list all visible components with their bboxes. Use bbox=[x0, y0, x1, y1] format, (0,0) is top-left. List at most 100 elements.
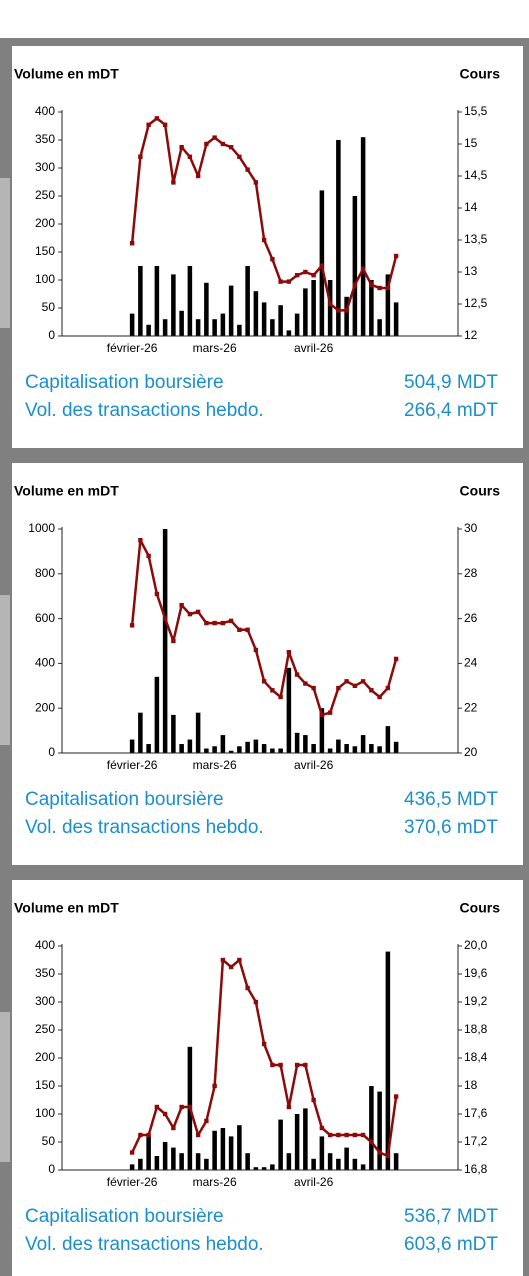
volume-bar bbox=[237, 746, 242, 753]
volume-bar bbox=[360, 137, 366, 336]
price-marker bbox=[385, 1153, 391, 1159]
volume-bar bbox=[303, 735, 308, 753]
volume-bar bbox=[253, 1167, 259, 1170]
price-marker bbox=[319, 712, 325, 718]
volume-bar bbox=[220, 1128, 226, 1170]
price-marker bbox=[294, 672, 300, 677]
y2-tick-label: 18,4 bbox=[464, 1050, 488, 1064]
y2-tick-label: 17,2 bbox=[464, 1134, 488, 1148]
price-marker bbox=[393, 253, 399, 259]
y-tick-label: 350 bbox=[35, 132, 55, 146]
x-tick-label: février-26 bbox=[107, 1175, 158, 1189]
y-axis-title: Volume en mDT bbox=[14, 900, 119, 916]
price-marker bbox=[228, 145, 234, 150]
y2-tick-label: 26 bbox=[464, 611, 478, 625]
volume-bar bbox=[352, 746, 358, 753]
stat-label: Capitalisation boursière bbox=[25, 789, 224, 810]
price-marker bbox=[327, 1132, 333, 1138]
price-marker bbox=[220, 620, 226, 626]
volume-bar bbox=[286, 330, 292, 336]
price-marker bbox=[195, 609, 201, 615]
volume-bar bbox=[228, 750, 234, 753]
price-marker bbox=[286, 279, 292, 284]
volume-bar bbox=[377, 1091, 382, 1170]
price-marker bbox=[352, 1132, 358, 1138]
price-marker bbox=[253, 180, 259, 185]
price-marker bbox=[187, 1104, 193, 1110]
left-strip bbox=[0, 178, 10, 328]
stat-value: 370,6 mDT bbox=[404, 817, 498, 838]
price-marker bbox=[261, 1041, 267, 1047]
y2-tick-label: 18 bbox=[464, 1078, 478, 1092]
y2-tick-label: 13 bbox=[464, 264, 478, 278]
y-tick-label: 300 bbox=[35, 994, 55, 1008]
stat-label: Vol. des transactions hebdo. bbox=[25, 817, 264, 838]
volume-bar bbox=[303, 1108, 308, 1170]
volume-bar bbox=[237, 1125, 242, 1170]
price-marker bbox=[146, 553, 151, 559]
volume-bar bbox=[369, 744, 374, 753]
price-marker bbox=[162, 122, 168, 127]
volume-bar bbox=[336, 140, 341, 336]
price-marker bbox=[228, 964, 234, 970]
volume-bar bbox=[212, 319, 217, 336]
volume-bar bbox=[129, 313, 135, 336]
stat-value: 504,9 MDT bbox=[404, 372, 498, 393]
price-marker bbox=[294, 273, 300, 278]
volume-bar bbox=[179, 310, 184, 336]
price-marker bbox=[212, 135, 217, 140]
x-tick-label: mars-26 bbox=[193, 758, 237, 772]
volume-bar bbox=[294, 313, 300, 336]
y-tick-label: 400 bbox=[35, 104, 55, 118]
price-marker bbox=[393, 1094, 399, 1099]
volume-bar bbox=[261, 744, 267, 753]
price-marker bbox=[171, 638, 176, 644]
volume-bar bbox=[253, 291, 259, 336]
price-marker bbox=[336, 685, 341, 691]
price-marker bbox=[369, 1139, 374, 1145]
volume-bar bbox=[179, 1153, 184, 1170]
volume-bar bbox=[327, 280, 333, 336]
price-marker bbox=[319, 263, 325, 268]
volume-bar bbox=[286, 1153, 292, 1170]
price-marker bbox=[138, 1132, 143, 1138]
volume-bar bbox=[154, 1156, 160, 1170]
price-marker bbox=[187, 154, 193, 159]
price-marker bbox=[204, 1118, 209, 1124]
price-marker bbox=[311, 685, 316, 691]
volume-bar bbox=[270, 748, 275, 753]
stat-label: Capitalisation boursière bbox=[25, 372, 224, 393]
price-marker bbox=[179, 145, 184, 150]
y2-tick-label: 19,2 bbox=[464, 994, 488, 1008]
volume-bar bbox=[286, 667, 292, 753]
price-marker bbox=[212, 1083, 217, 1089]
y2-tick-label: 12 bbox=[464, 328, 478, 342]
volume-bar bbox=[270, 319, 275, 336]
price-marker bbox=[212, 620, 217, 626]
x-tick-label: février-26 bbox=[107, 758, 158, 772]
chart-panel: Volume en mDT Cours 0 50 100 150 200 250 300 350 4… bbox=[0, 46, 523, 448]
volume-bar bbox=[154, 266, 160, 336]
price-marker bbox=[344, 308, 349, 313]
price-marker bbox=[179, 602, 184, 608]
volume-bar bbox=[294, 732, 300, 753]
y-tick-label: 250 bbox=[35, 1022, 55, 1036]
y2-tick-label: 28 bbox=[464, 566, 478, 580]
price-marker bbox=[393, 656, 399, 662]
price-marker bbox=[195, 1132, 201, 1138]
x-tick-label: avril-26 bbox=[294, 758, 334, 772]
price-marker bbox=[352, 683, 358, 688]
y-tick-label: 150 bbox=[35, 1078, 55, 1092]
volume-bar bbox=[369, 280, 374, 336]
y-axis-title: Volume en mDT bbox=[14, 483, 119, 499]
price-marker bbox=[360, 679, 366, 684]
y-tick-label: 0 bbox=[48, 745, 55, 759]
price-marker bbox=[220, 141, 226, 147]
chart-panel: Volume en mDT Cours 0 200 400 600 800 1000 20 22 2… bbox=[0, 463, 523, 865]
y-tick-label: 100 bbox=[35, 272, 55, 286]
volume-bar bbox=[261, 302, 267, 336]
price-marker bbox=[377, 694, 382, 700]
price-marker bbox=[154, 591, 160, 597]
volume-bar bbox=[278, 1119, 283, 1170]
